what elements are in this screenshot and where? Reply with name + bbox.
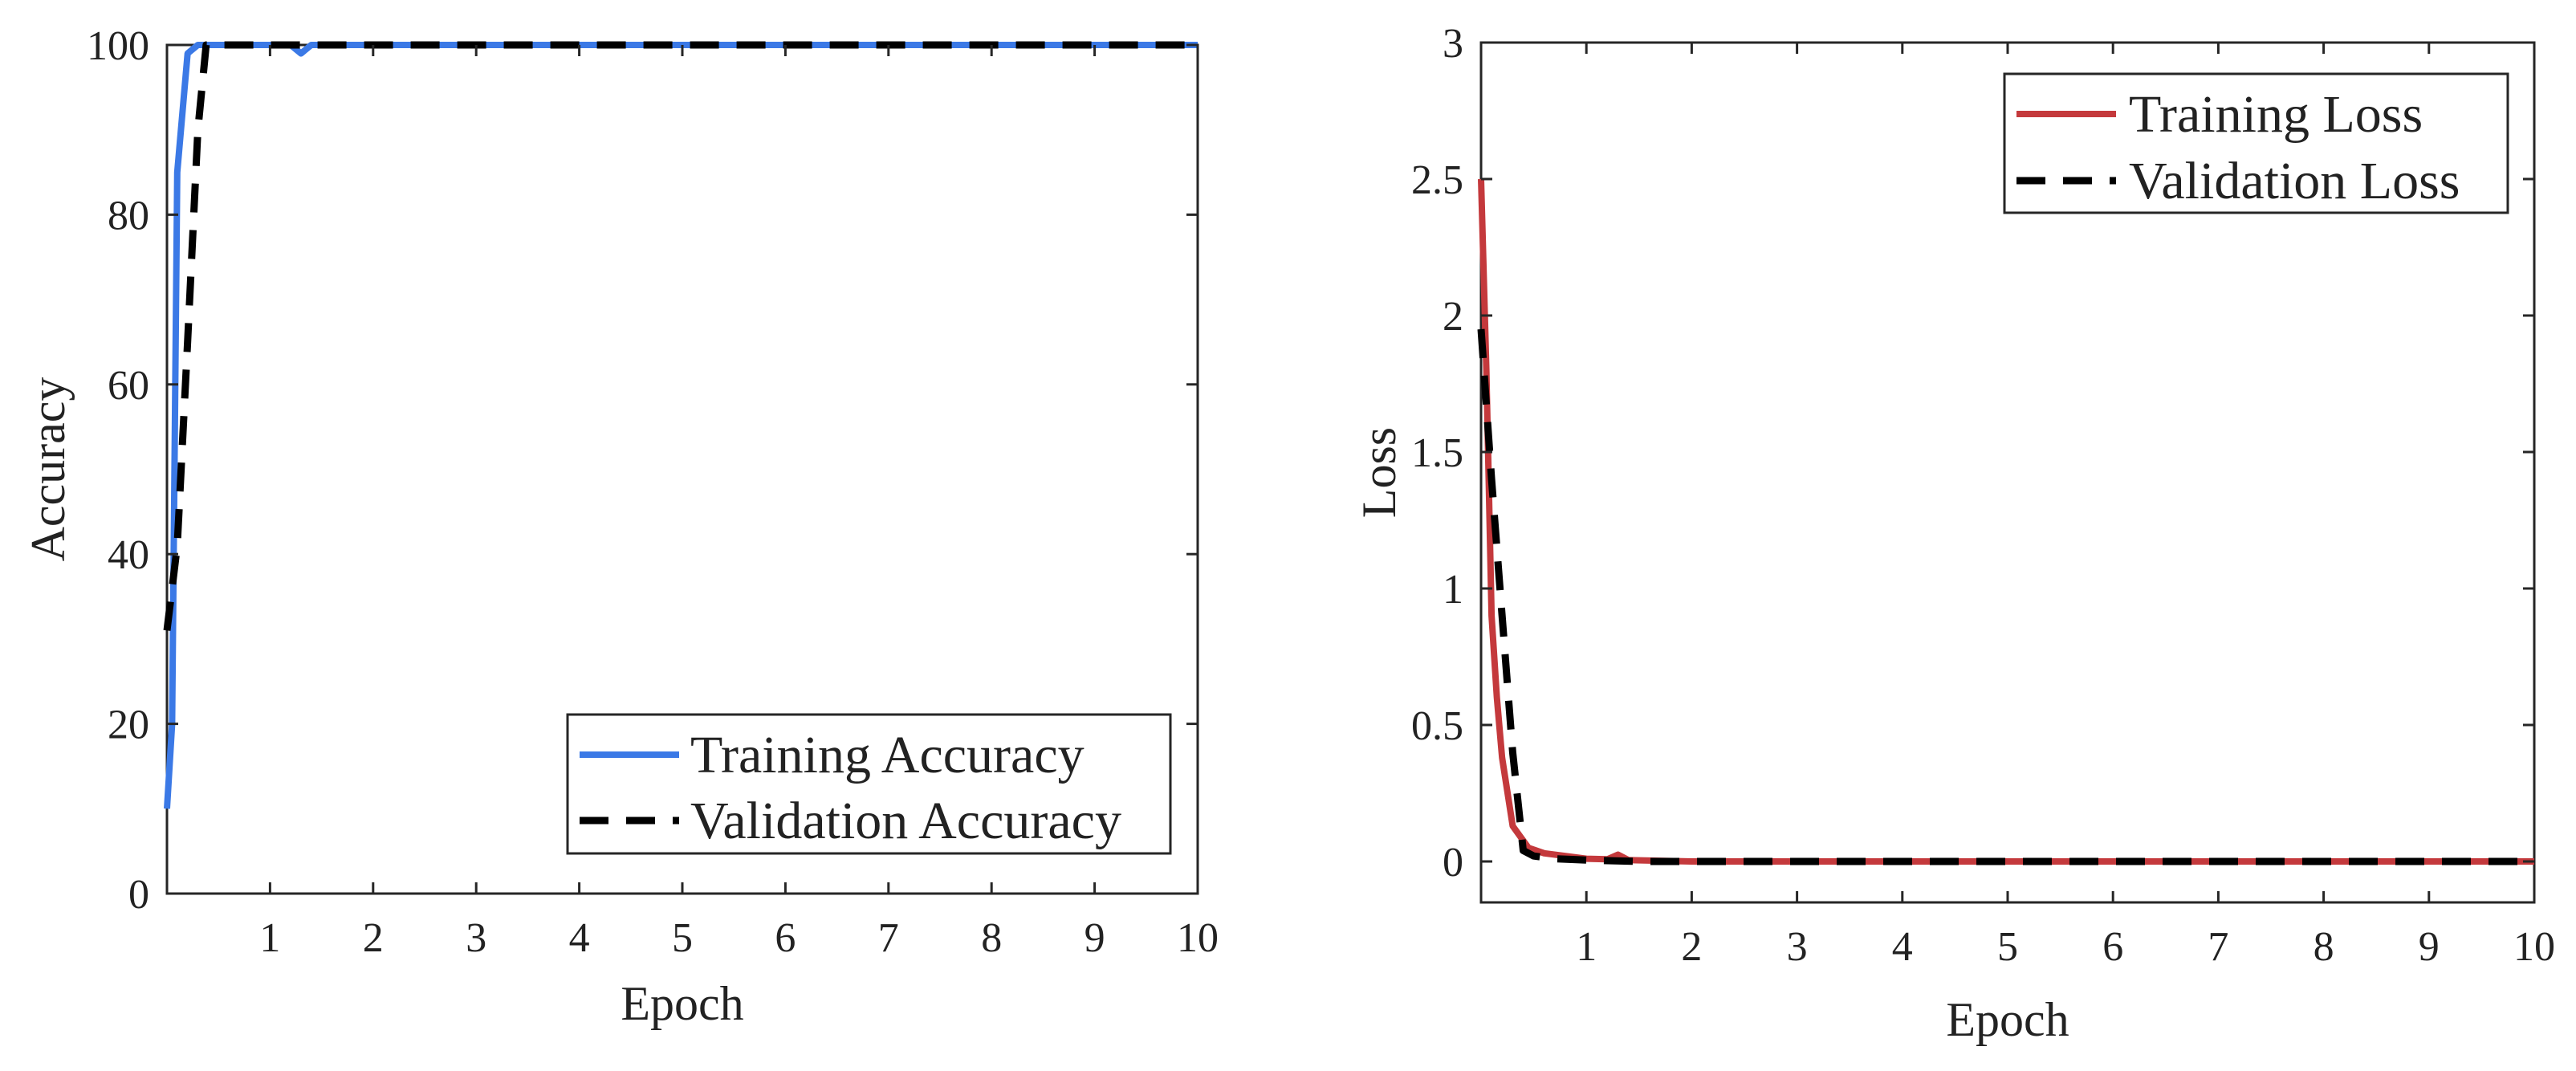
loss-y-axis-label: Loss (1353, 427, 1406, 518)
x-tick-label: 5 (1997, 924, 2018, 970)
x-tick-label: 2 (363, 915, 384, 961)
y-tick-label: 0 (1443, 840, 1463, 886)
legend-label-training-accuracy: Training Accuracy (690, 726, 1085, 784)
legend-label-validation-loss: Validation Loss (2129, 152, 2460, 210)
validation-loss-line (1477, 328, 2534, 865)
accuracy-series-group (163, 41, 1198, 809)
x-tick-label: 1 (1576, 924, 1597, 970)
y-tick-label: 1 (1443, 567, 1463, 613)
x-tick-label: 5 (672, 915, 693, 961)
x-tick-label: 4 (569, 915, 590, 961)
y-tick-label: 2 (1443, 294, 1463, 340)
loss-legend: Training Loss Validation Loss (2003, 72, 2509, 214)
x-tick-label: 7 (878, 915, 899, 961)
y-tick-label: 40 (108, 532, 149, 578)
x-tick-label: 6 (775, 915, 796, 961)
y-tick-label: 2.5 (1411, 157, 1463, 203)
y-tick-label: 0 (128, 872, 149, 918)
x-tick-label: 3 (466, 915, 486, 961)
y-tick-label: 60 (108, 363, 149, 409)
legend-label-validation-accuracy: Validation Accuracy (690, 792, 1121, 850)
x-tick-label: 2 (1681, 924, 1702, 970)
x-tick-label: 10 (1177, 915, 1219, 961)
x-tick-label: 7 (2208, 924, 2228, 970)
x-tick-label: 3 (1787, 924, 1808, 970)
y-tick-label: 1.5 (1411, 430, 1463, 476)
accuracy-legend-box (566, 713, 1172, 855)
training-loss-line (1478, 178, 2534, 865)
x-tick-label: 1 (259, 915, 280, 961)
loss-ticks-group: 1 2 3 4 5 6 7 8 9 10 0 0.5 1 1.5 2 2.5 3 (1411, 21, 2555, 970)
x-tick-label: 8 (2314, 924, 2334, 970)
loss-legend-box (2003, 72, 2509, 214)
y-tick-label: 0.5 (1411, 703, 1463, 749)
accuracy-legend: Training Accuracy Validation Accuracy (566, 713, 1172, 855)
loss-chart: 1 2 3 4 5 6 7 8 9 10 0 0.5 1 1.5 2 2.5 3 Epoch Loss Trai… (1353, 21, 2555, 1046)
legend-label-training-loss: Training Loss (2129, 85, 2423, 144)
y-tick-label: 20 (108, 702, 149, 748)
x-tick-label: 9 (2419, 924, 2440, 970)
training-accuracy-line (164, 42, 1198, 809)
x-tick-label: 8 (981, 915, 1002, 961)
x-tick-label: 6 (2102, 924, 2123, 970)
loss-x-axis-label: Epoch (1946, 993, 2069, 1046)
validation-accuracy-line (163, 41, 1198, 631)
x-tick-label: 4 (1892, 924, 1913, 970)
accuracy-x-axis-label: Epoch (621, 977, 743, 1030)
y-tick-label: 80 (108, 193, 149, 238)
loss-series-group (1477, 178, 2534, 865)
x-tick-label: 9 (1085, 915, 1105, 961)
y-tick-label: 3 (1443, 21, 1463, 67)
y-tick-label: 100 (87, 23, 149, 69)
accuracy-y-axis-label: Accuracy (22, 377, 75, 562)
x-tick-label: 10 (2513, 924, 2555, 970)
